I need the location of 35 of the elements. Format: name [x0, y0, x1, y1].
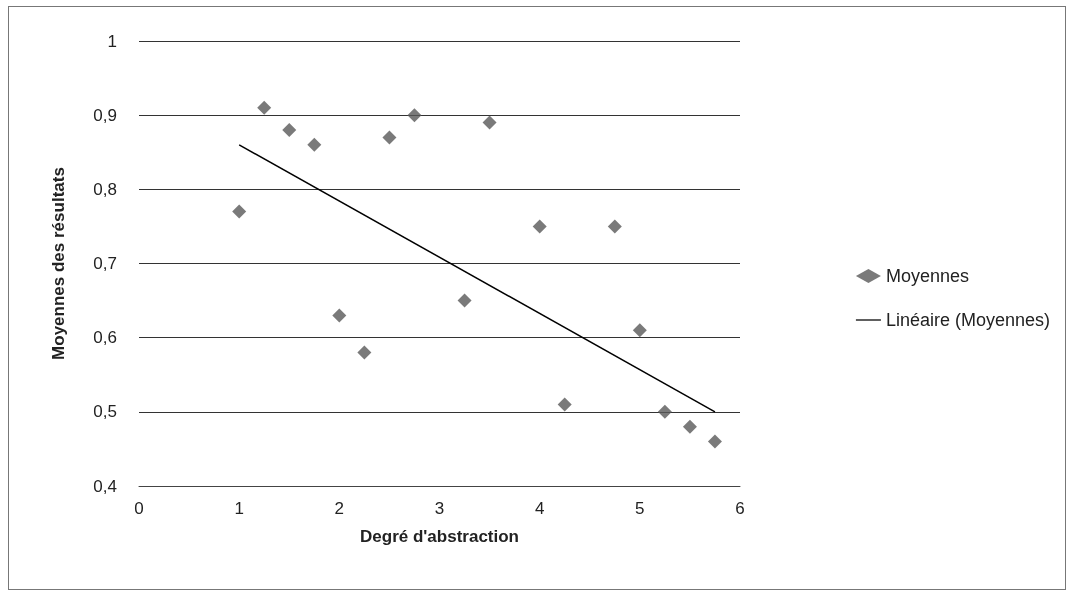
x-tick-label: 0	[134, 499, 144, 518]
point	[682, 419, 697, 434]
point	[232, 204, 247, 219]
point	[657, 404, 672, 419]
y-tick-label: 0,9	[93, 105, 117, 125]
x-tick-label: 5	[635, 499, 645, 518]
point	[357, 345, 372, 360]
point	[532, 219, 547, 234]
point	[632, 323, 647, 338]
point	[307, 137, 322, 152]
x-tick-label: 2	[334, 499, 345, 518]
y-tick-label: 0,4	[93, 476, 117, 496]
x-tick-label: 4	[534, 499, 545, 518]
x-tick-label: 6	[735, 499, 745, 518]
legend-label: Linéaire (Moyennes)	[885, 310, 1051, 330]
legend-label: Moyennes	[885, 266, 969, 286]
y-tick-label: 0,6	[93, 328, 117, 348]
point	[407, 108, 422, 123]
point	[607, 219, 622, 234]
point	[482, 115, 497, 130]
point	[282, 123, 297, 137]
point	[707, 434, 722, 449]
point	[457, 293, 472, 308]
x-axis-title: Degré d'abstraction	[360, 527, 519, 546]
y-tick-label: 1	[107, 31, 117, 51]
x-tick-label: 1	[234, 499, 244, 518]
y-axis-title: Moyennes des résultats	[49, 167, 68, 360]
x-tick-label: 3	[434, 499, 445, 518]
point	[332, 308, 347, 323]
y-tick-label: 0,7	[93, 254, 117, 273]
y-tick-label: 0,8	[93, 179, 117, 199]
point	[557, 397, 572, 412]
y-tick-label: 0,5	[93, 402, 117, 422]
point	[382, 130, 397, 145]
point	[257, 100, 272, 115]
